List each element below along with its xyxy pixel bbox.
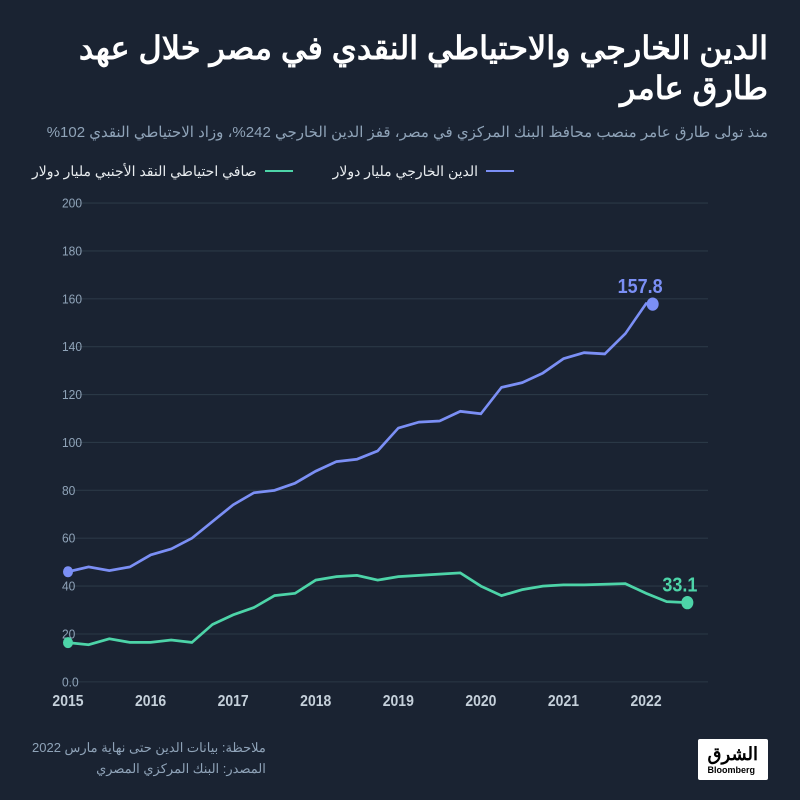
svg-text:120: 120 (62, 387, 82, 402)
source-logo: الشرق Bloomberg (698, 739, 768, 780)
logo-main-text: الشرق (708, 745, 758, 763)
legend-item-debt: الدين الخارجي مليار دولار (333, 163, 514, 180)
svg-text:200: 200 (62, 195, 82, 210)
svg-text:2017: 2017 (218, 693, 249, 710)
svg-text:100: 100 (62, 435, 82, 450)
legend-swatch-debt (486, 170, 514, 172)
svg-text:180: 180 (62, 243, 82, 258)
svg-text:2020: 2020 (465, 693, 496, 710)
legend-swatch-reserves (265, 170, 293, 172)
footer-source: المصدر: البنك المركزي المصري (32, 759, 266, 780)
svg-text:2022: 2022 (630, 693, 661, 710)
svg-text:80: 80 (62, 483, 75, 498)
chart-title: الدين الخارجي والاحتياطي النقدي في مصر خ… (32, 28, 768, 108)
svg-text:2018: 2018 (300, 693, 331, 710)
chart-legend: الدين الخارجي مليار دولار صافي احتياطي ا… (32, 163, 768, 180)
logo-sub-text: Bloomberg (708, 765, 758, 776)
chart-subtitle: منذ تولى طارق عامر منصب محافظ البنك المر… (32, 122, 768, 145)
svg-text:2015: 2015 (52, 693, 83, 710)
legend-label-reserves: صافي احتياطي النقد الأجنبي مليار دولار (32, 163, 257, 180)
chart-area: 0.02040608010012014016018020020152016201… (32, 192, 768, 713)
svg-text:33.1: 33.1 (662, 574, 697, 596)
svg-text:2021: 2021 (548, 693, 579, 710)
svg-text:160: 160 (62, 291, 82, 306)
svg-text:157.8: 157.8 (618, 276, 663, 298)
svg-text:2019: 2019 (383, 693, 414, 710)
svg-text:0.0: 0.0 (62, 674, 79, 689)
legend-item-reserves: صافي احتياطي النقد الأجنبي مليار دولار (32, 163, 293, 180)
svg-text:60: 60 (62, 531, 75, 546)
line-chart: 0.02040608010012014016018020020152016201… (32, 192, 768, 713)
footer-note: ملاحظة: بيانات الدين حتى نهاية مارس 2022 (32, 738, 266, 759)
footer-notes: ملاحظة: بيانات الدين حتى نهاية مارس 2022… (32, 738, 266, 780)
legend-label-debt: الدين الخارجي مليار دولار (333, 163, 478, 180)
svg-text:2016: 2016 (135, 693, 166, 710)
chart-footer: الشرق Bloomberg ملاحظة: بيانات الدين حتى… (32, 730, 768, 780)
svg-text:40: 40 (62, 578, 75, 593)
infographic-container: الدين الخارجي والاحتياطي النقدي في مصر خ… (0, 0, 800, 800)
svg-text:140: 140 (62, 339, 82, 354)
